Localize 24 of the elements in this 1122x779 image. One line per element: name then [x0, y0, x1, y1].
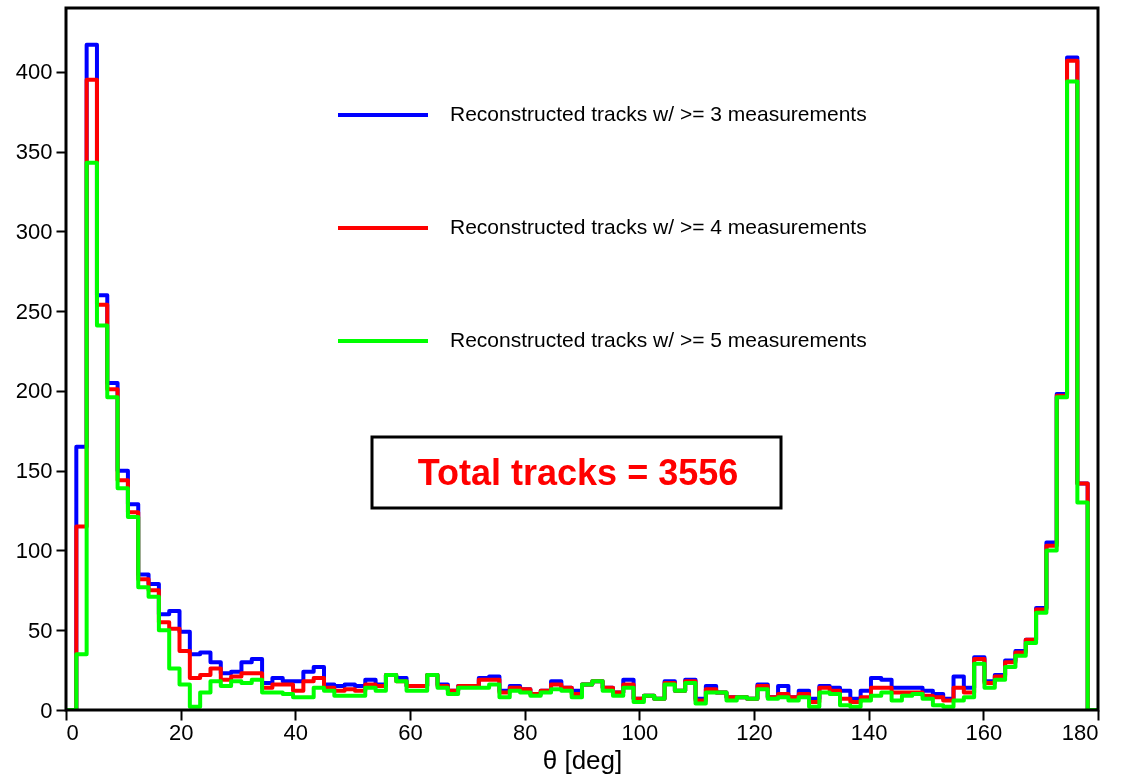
- y-tick-label: 50: [28, 617, 53, 643]
- y-tick-label: 200: [15, 378, 53, 404]
- x-tick-label: 180: [1061, 719, 1099, 745]
- x-tick-label: 120: [736, 719, 773, 745]
- x-tick-label: 20: [168, 719, 194, 745]
- y-tick-label: 100: [15, 537, 53, 563]
- x-tick-label: 0: [66, 719, 79, 745]
- x-tick-label: 160: [965, 719, 1003, 745]
- y-tick-label: 400: [15, 59, 53, 85]
- x-tick-label: 40: [283, 719, 309, 745]
- x-tick-label: 80: [512, 719, 538, 745]
- y-tick-label: 250: [15, 298, 53, 324]
- y-tick-label: 350: [15, 139, 53, 165]
- y-tick-label: 300: [15, 218, 53, 244]
- legend-label: Reconstructed tracks w/ >= 4 measurements: [450, 215, 867, 238]
- x-tick-label: 100: [621, 719, 659, 745]
- y-tick-label: 150: [15, 458, 53, 484]
- y-tick-label: 0: [40, 697, 53, 723]
- legend-label: Reconstructed tracks w/ >= 3 measurements: [450, 102, 867, 125]
- x-tick-label: 60: [398, 719, 423, 745]
- x-tick-label: 140: [850, 719, 888, 745]
- annotation: Total tracks = 3556: [417, 452, 739, 493]
- legend-label: Reconstructed tracks w/ >= 5 measurements: [450, 328, 867, 351]
- x-axis-title: θ [deg]: [542, 744, 623, 775]
